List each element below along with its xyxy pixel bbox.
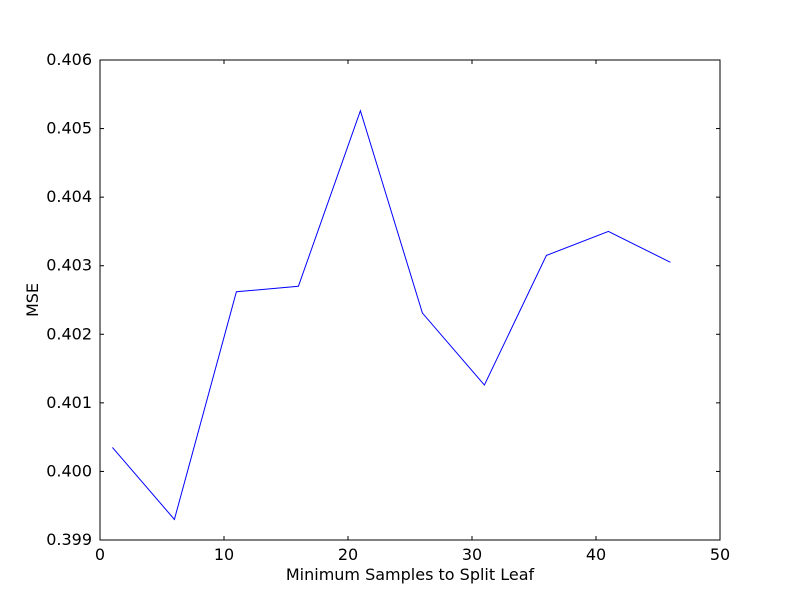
y-tick-label: 0.405 <box>46 119 92 138</box>
y-tick-label: 0.401 <box>46 393 92 412</box>
y-tick-label: 0.406 <box>46 50 92 69</box>
y-tick-label: 0.400 <box>46 461 92 480</box>
x-tick-label: 30 <box>462 545 482 564</box>
x-tick-label: 0 <box>95 545 105 564</box>
y-tick-label: 0.402 <box>46 324 92 343</box>
y-tick-label: 0.404 <box>46 187 92 206</box>
y-tick-label: 0.399 <box>46 530 92 549</box>
x-tick-label: 20 <box>338 545 358 564</box>
plot-background <box>100 60 720 540</box>
x-tick-label: 50 <box>710 545 730 564</box>
y-tick-label: 0.403 <box>46 256 92 275</box>
x-axis-label: Minimum Samples to Split Leaf <box>286 565 535 584</box>
x-tick-label: 40 <box>586 545 606 564</box>
y-axis-label: MSE <box>23 283 42 317</box>
x-tick-label: 10 <box>214 545 234 564</box>
